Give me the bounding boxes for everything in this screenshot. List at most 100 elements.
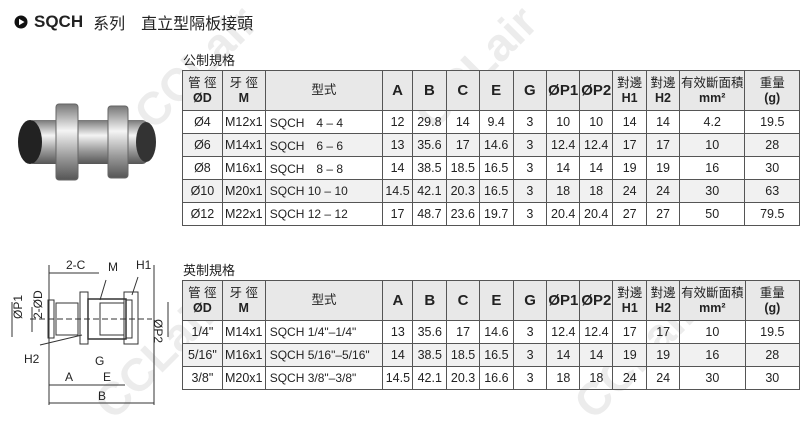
table-cell: 19.5 bbox=[744, 320, 800, 344]
table-cell: 24 bbox=[646, 366, 681, 390]
table-cell: 16.6 bbox=[479, 366, 514, 390]
table-cell: 14 bbox=[546, 343, 581, 367]
table-cell: 17 bbox=[445, 133, 480, 157]
series-label: 系列 bbox=[93, 16, 126, 33]
table-cell: 3 bbox=[512, 202, 548, 226]
table-cell: 18.5 bbox=[446, 343, 480, 367]
table-cell: Ø12 bbox=[182, 202, 223, 226]
table-cell: 20.3 bbox=[445, 179, 480, 203]
table-cell: 17 bbox=[612, 133, 648, 157]
header-g: G bbox=[512, 280, 548, 321]
label-p1: ØP1 bbox=[11, 295, 25, 319]
label-h1: H1 bbox=[136, 258, 152, 272]
table-cell: 10 bbox=[546, 110, 581, 134]
table-cell: M16x1 bbox=[221, 156, 266, 180]
table-cell: 12.4 bbox=[579, 133, 614, 157]
table-cell: 14.5 bbox=[382, 179, 413, 203]
table-cell: 42.1 bbox=[411, 179, 447, 203]
table-cell: 18 bbox=[579, 366, 614, 390]
table-row: 5/16" M16x1 SQCH 5/16"–5/16" 14 38.5 18.5 16.5… bbox=[182, 343, 800, 367]
table-cell: SQCH 3/8"–3/8" bbox=[264, 366, 384, 390]
table-cell: 29.8 bbox=[411, 110, 447, 134]
table-cell: 17 bbox=[612, 320, 648, 344]
table-cell: M20x1 bbox=[221, 366, 266, 390]
header-tube-diameter: 管 徑 ØD bbox=[182, 280, 223, 321]
table-cell: 79.5 bbox=[744, 202, 800, 226]
table-cell: 28 bbox=[744, 343, 800, 367]
table-cell: 27 bbox=[612, 202, 648, 226]
table-cell: 12.4 bbox=[546, 133, 581, 157]
table-cell: 50 bbox=[678, 202, 746, 226]
table-row: 1/4" M14x1 SQCH 1/4"–1/4" 13 35.6 17 14.6 3 12.4… bbox=[182, 320, 800, 344]
header-e: E bbox=[479, 280, 514, 321]
header-h2: 對邊 H2 bbox=[646, 280, 681, 321]
table-cell: M12x1 bbox=[221, 110, 266, 134]
table-row: 3/8" M20x1 SQCH 3/8"–3/8" 14.5 42.1 20.3 16.6 3… bbox=[182, 366, 800, 390]
table-cell: 3 bbox=[512, 366, 548, 390]
table-row: Ø8 M16x1 SQCH 8 – 8 14 38.5 18.5 16.5 3 14 14 19 19… bbox=[182, 156, 800, 180]
label-p2: ØP2 bbox=[151, 319, 165, 343]
table-cell: 14.5 bbox=[382, 366, 414, 390]
table-cell: 10 bbox=[579, 110, 614, 134]
header-model: 型式 bbox=[264, 280, 384, 321]
table-cell: M22x1 bbox=[221, 202, 266, 226]
header-a: A bbox=[382, 70, 413, 111]
table-cell: 17 bbox=[382, 202, 413, 226]
table-cell: 14.6 bbox=[479, 320, 514, 344]
table-cell: Ø4 bbox=[182, 110, 223, 134]
header-h2: 對邊 H2 bbox=[646, 70, 680, 111]
table-cell: M16x1 bbox=[221, 343, 266, 367]
label-g: G bbox=[95, 354, 104, 368]
table-cell: 12 bbox=[382, 110, 413, 134]
imperial-spec-label: 英制規格 bbox=[183, 263, 236, 278]
table-cell: 19.7 bbox=[478, 202, 514, 226]
table-cell: 4.2 bbox=[678, 110, 746, 134]
label-a: A bbox=[65, 370, 73, 384]
table-cell: 3 bbox=[512, 110, 548, 134]
table-cell: SQCH 10 – 10 bbox=[264, 179, 384, 203]
table-cell: M20x1 bbox=[221, 179, 266, 203]
header-weight: 重量 (g) bbox=[744, 70, 800, 111]
table-cell: Ø8 bbox=[182, 156, 223, 180]
label-h2: H2 bbox=[24, 352, 40, 366]
table-cell: 14.6 bbox=[478, 133, 514, 157]
header-effective-area: 有效斷面積 mm² bbox=[679, 280, 746, 321]
table-cell: 24 bbox=[612, 366, 648, 390]
table-cell: 3 bbox=[512, 343, 548, 367]
label-b: B bbox=[98, 389, 106, 403]
header-p2: ØP2 bbox=[579, 280, 614, 321]
table-cell: 16 bbox=[678, 156, 746, 180]
label-e: E bbox=[103, 370, 111, 384]
table-cell: 42.1 bbox=[412, 366, 448, 390]
table-cell: 35.6 bbox=[412, 320, 448, 344]
header-c: C bbox=[445, 70, 480, 111]
product-photo bbox=[18, 103, 156, 181]
header-h1: 對邊 H1 bbox=[612, 70, 648, 111]
table-cell: 12.4 bbox=[546, 320, 581, 344]
table-cell: 20.4 bbox=[579, 202, 614, 226]
table-cell: 18.5 bbox=[445, 156, 480, 180]
table-cell: Ø6 bbox=[182, 133, 223, 157]
table-cell: SQCH 12 – 12 bbox=[264, 202, 384, 226]
table-cell: 24 bbox=[646, 179, 680, 203]
header-weight: 重量 (g) bbox=[744, 280, 800, 321]
header-h1: 對邊 H1 bbox=[612, 280, 648, 321]
table-cell: 14 bbox=[382, 156, 413, 180]
table-cell: 19 bbox=[646, 343, 681, 367]
header-p1: ØP1 bbox=[546, 280, 581, 321]
table-cell: SQCH 1/4"–1/4" bbox=[264, 320, 384, 344]
table-cell: 18 bbox=[546, 179, 581, 203]
table-cell: 63 bbox=[744, 179, 800, 203]
table-cell: 19.5 bbox=[744, 110, 800, 134]
table-cell: 17 bbox=[446, 320, 480, 344]
table-cell: 27 bbox=[646, 202, 680, 226]
table-cell: SQCH 8 – 8 bbox=[264, 156, 384, 180]
table-cell: 12.4 bbox=[579, 320, 614, 344]
table-cell: 20.4 bbox=[546, 202, 581, 226]
page-title: SQCH 系列 直立型隔板接頭 bbox=[14, 10, 253, 34]
table-cell: 1/4" bbox=[182, 320, 223, 344]
table-cell: 19 bbox=[646, 156, 680, 180]
table-cell: 3 bbox=[512, 179, 548, 203]
